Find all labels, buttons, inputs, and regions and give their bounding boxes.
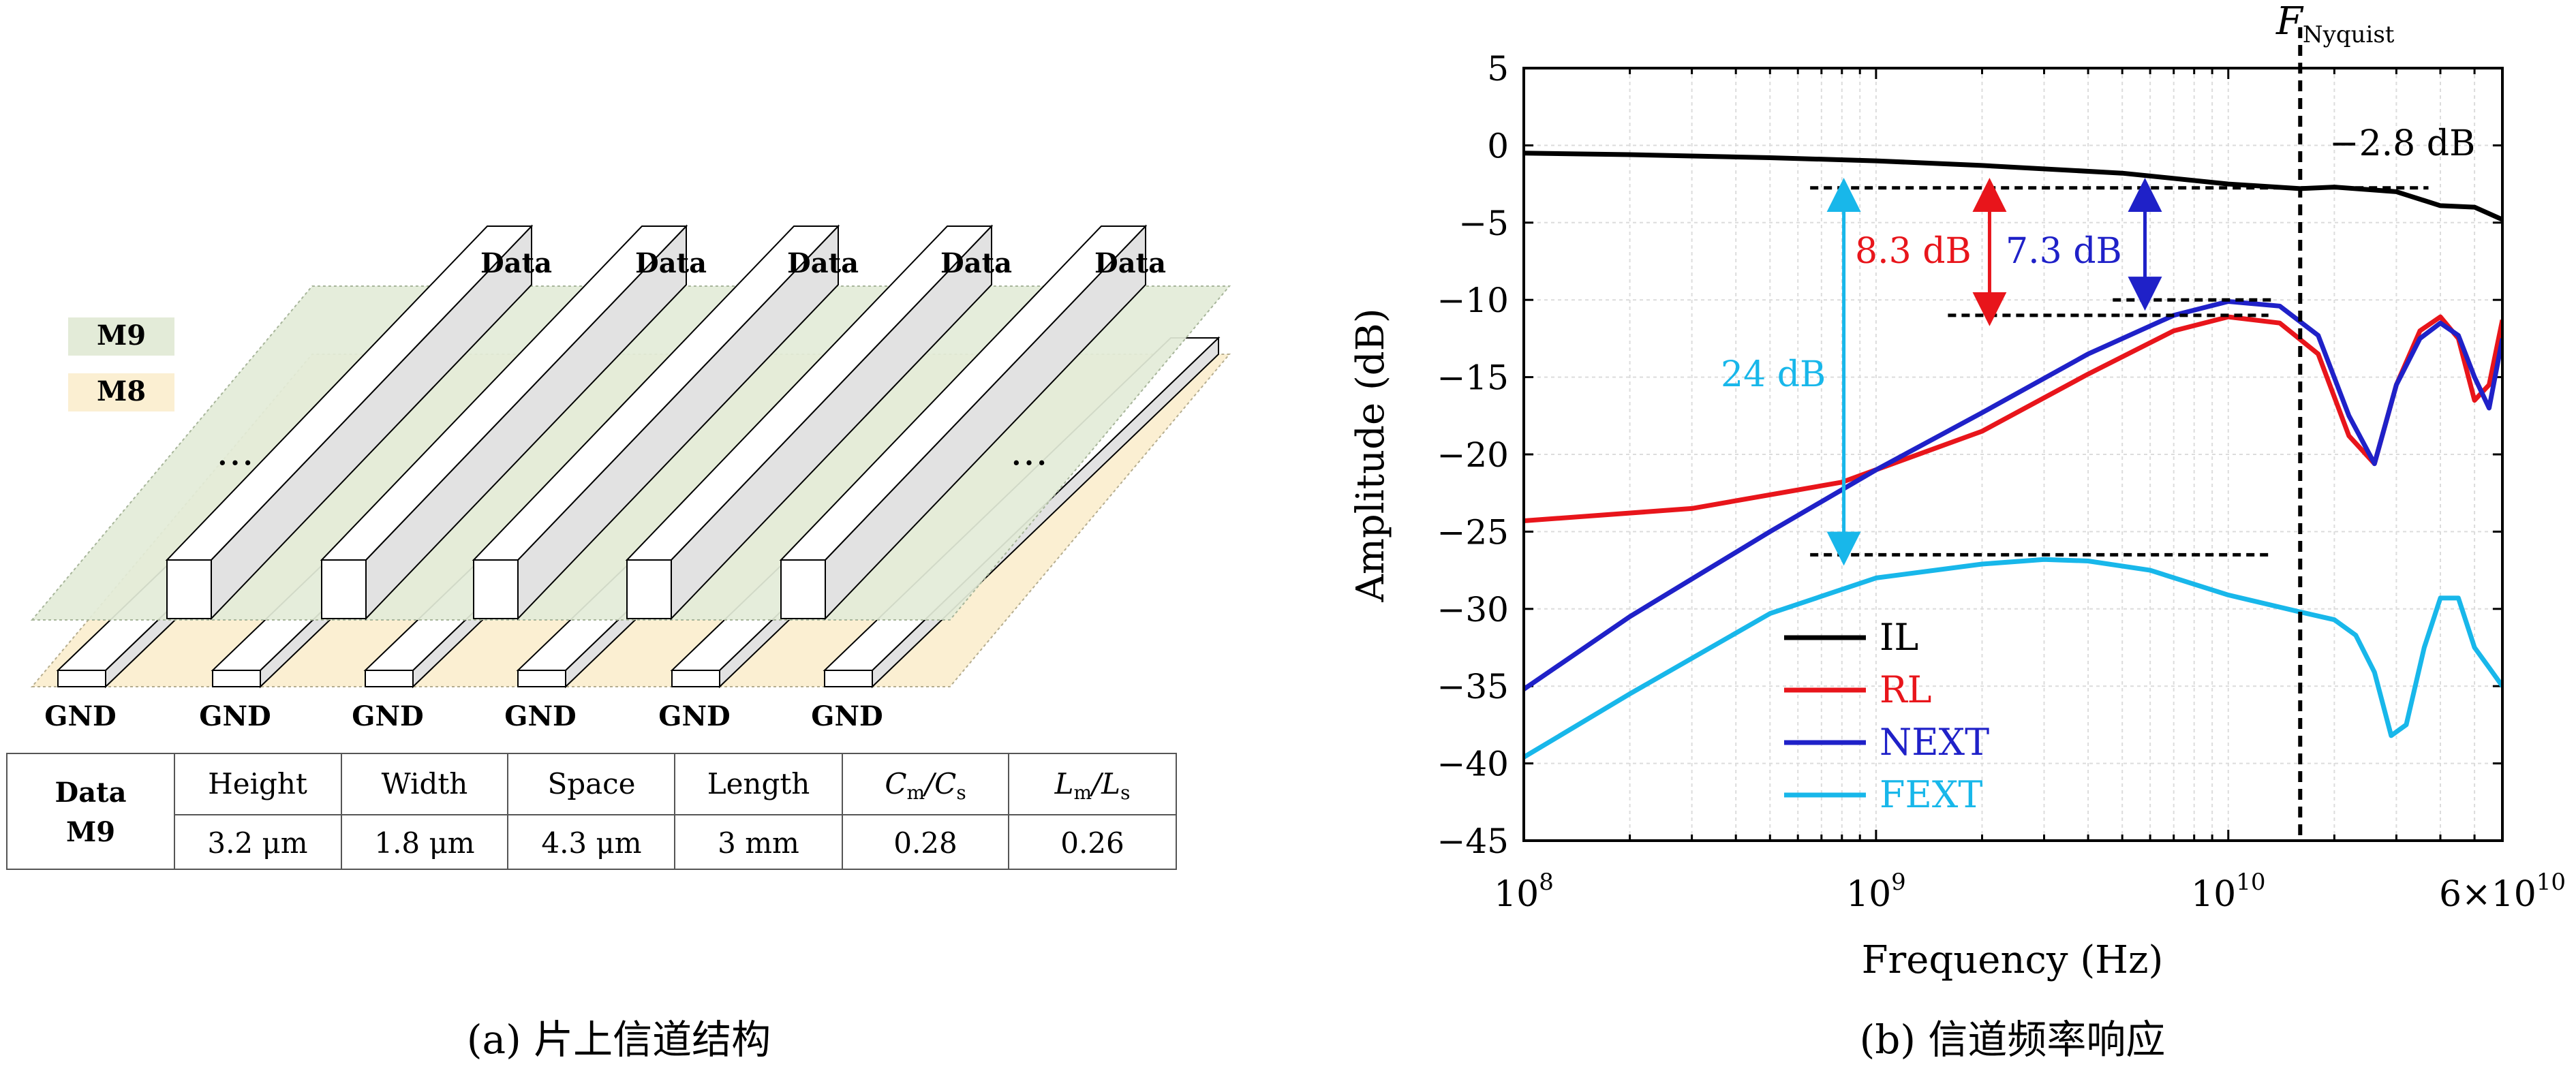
legend-m8-swatch bbox=[68, 373, 174, 411]
table-row-header-line2: M9 bbox=[66, 816, 115, 848]
data-label: Data bbox=[940, 247, 1012, 279]
table-header-cm-cs: Cm/Cs bbox=[885, 767, 966, 804]
table-value-length: 3 mm bbox=[718, 826, 799, 860]
plot-grid bbox=[1523, 67, 2503, 841]
gnd-label: GND bbox=[811, 700, 883, 732]
caption-b: (b) 信道频率响应 bbox=[1860, 1016, 2166, 1063]
table-value-space: 4.3 μm bbox=[541, 826, 641, 860]
parameter-table bbox=[6, 753, 1177, 870]
table-headers: Height Width Space Length bbox=[208, 767, 810, 800]
y-tick-label: 0 bbox=[1487, 126, 1509, 166]
frequency-response-panel: 5 0 −5 −10 −15 −20 −25 −30 −35 −40 −45 108 109 1010 6… bbox=[1349, 0, 2566, 1063]
y-tick-label: −25 bbox=[1437, 512, 1509, 552]
annotation-rl: 8.3 dB bbox=[1855, 231, 1972, 272]
chart-legend: IL RL NEXT FEXT bbox=[1784, 616, 1989, 816]
gnd-label: GND bbox=[352, 700, 423, 732]
series-line-rl bbox=[1524, 314, 2502, 523]
table-value-lm-ls: 0.26 bbox=[1060, 826, 1124, 860]
legend-m9-swatch bbox=[68, 317, 174, 356]
legend-label-rl: RL bbox=[1880, 668, 1932, 711]
nyquist-f: F bbox=[2275, 0, 2304, 44]
data-lines bbox=[165, 224, 1148, 621]
series-line-il bbox=[1524, 151, 2502, 222]
y-axis-label: Amplitude (dB) bbox=[1349, 308, 1393, 602]
table-header-space: Space bbox=[547, 767, 635, 800]
table-row-header-line1: Data bbox=[55, 777, 127, 809]
y-tick-label: −10 bbox=[1437, 281, 1509, 320]
legend-label-next: NEXT bbox=[1880, 721, 1989, 764]
series-layer bbox=[1524, 151, 2502, 760]
data-wire bbox=[625, 224, 994, 621]
nyquist-label: FNyquist bbox=[2275, 0, 2395, 48]
y-tick-label: −40 bbox=[1437, 745, 1509, 784]
plot-frame bbox=[1522, 67, 2504, 842]
table-value-width: 1.8 μm bbox=[374, 826, 474, 860]
series-line-fext bbox=[1524, 557, 2502, 760]
y-tick-label: −30 bbox=[1437, 590, 1509, 629]
table-header-length: Length bbox=[707, 767, 810, 800]
legend-m9-label: M9 bbox=[97, 320, 146, 352]
x-tick-label: 108 bbox=[1494, 869, 1554, 915]
table-header-height: Height bbox=[208, 767, 307, 800]
y-axis: 5 0 −5 −10 −15 −20 −25 −30 −35 −40 −45 bbox=[1437, 49, 2502, 861]
data-label: Data bbox=[1094, 247, 1166, 279]
legend-label-il: IL bbox=[1880, 616, 1918, 659]
data-wire bbox=[165, 224, 534, 621]
data-labels: Data Data Data Data Data bbox=[480, 247, 1166, 279]
table-values: 3.2 μm 1.8 μm 4.3 μm 3 mm 0.28 0.26 bbox=[207, 826, 1124, 860]
annotation-layer: −2.8 dB 8.3 dB 7.3 dB 24 dB bbox=[1721, 27, 2475, 841]
series-line-next bbox=[1524, 299, 2502, 691]
x-axis-label: Frequency (Hz) bbox=[1862, 938, 2164, 982]
x-tick-label: 6×1010 bbox=[2439, 869, 2566, 915]
y-tick-label: −15 bbox=[1437, 358, 1509, 398]
y-tick-label: −20 bbox=[1437, 435, 1509, 475]
data-wire bbox=[779, 224, 1148, 621]
table-value-cm-cs: 0.28 bbox=[893, 826, 957, 860]
y-tick-label: −5 bbox=[1458, 204, 1509, 243]
annotation-fext: 24 dB bbox=[1721, 354, 1826, 395]
data-label: Data bbox=[787, 247, 859, 279]
gnd-labels: GND GND GND GND GND GND bbox=[44, 700, 883, 732]
annotation-il: −2.8 dB bbox=[2329, 123, 2475, 164]
ellipsis-right: … bbox=[1010, 430, 1048, 474]
x-axis: 108 109 1010 6×1010 bbox=[1494, 68, 2566, 915]
y-tick-label: −45 bbox=[1437, 822, 1509, 861]
nyquist-subscript: Nyquist bbox=[2303, 21, 2395, 48]
annotation-next: 7.3 dB bbox=[2006, 231, 2122, 272]
gnd-label: GND bbox=[44, 700, 116, 732]
table-value-height: 3.2 μm bbox=[207, 826, 307, 860]
ellipsis-left: … bbox=[216, 430, 254, 474]
data-wire bbox=[472, 224, 840, 621]
data-wire bbox=[320, 224, 688, 621]
legend-label-fext: FEXT bbox=[1880, 773, 1982, 816]
data-label: Data bbox=[480, 247, 552, 279]
legend-m8-label: M8 bbox=[97, 375, 146, 407]
x-tick-label: 109 bbox=[1846, 869, 1906, 915]
x-tick-label: 1010 bbox=[2191, 869, 2265, 915]
gnd-label: GND bbox=[504, 700, 576, 732]
gnd-label: GND bbox=[199, 700, 271, 732]
y-tick-label: −35 bbox=[1437, 667, 1509, 706]
table-header-width: Width bbox=[382, 767, 468, 800]
y-tick-label: 5 bbox=[1487, 49, 1509, 89]
caption-a: (a) 片上信道结构 bbox=[467, 1016, 771, 1063]
table-header-lm-ls: Lm/Ls bbox=[1054, 767, 1131, 804]
gnd-label: GND bbox=[658, 700, 730, 732]
channel-structure-panel: Data Data Data Data Data GND GND GND GND GND GND … bbox=[6, 224, 1231, 1063]
data-label: Data bbox=[635, 247, 707, 279]
